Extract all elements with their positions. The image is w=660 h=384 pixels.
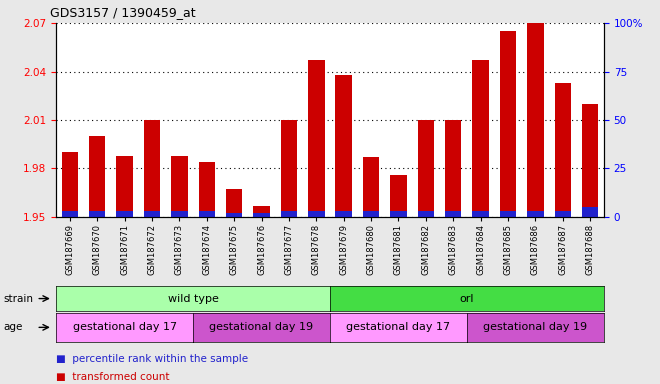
- Text: age: age: [3, 322, 22, 333]
- Bar: [199, 211, 215, 217]
- Text: gestational day 19: gestational day 19: [483, 322, 587, 333]
- Bar: [280, 120, 297, 217]
- Bar: [363, 211, 380, 217]
- Bar: [445, 120, 461, 217]
- Bar: [171, 211, 187, 217]
- Bar: [116, 156, 133, 217]
- Text: ■  transformed count: ■ transformed count: [56, 372, 170, 382]
- Bar: [500, 31, 516, 217]
- Text: orl: orl: [460, 293, 474, 304]
- Bar: [500, 211, 516, 217]
- Bar: [582, 104, 599, 217]
- Bar: [89, 136, 106, 217]
- Bar: [89, 211, 106, 217]
- Bar: [335, 75, 352, 217]
- Bar: [61, 152, 78, 217]
- Text: ■  percentile rank within the sample: ■ percentile rank within the sample: [56, 354, 248, 364]
- Text: wild type: wild type: [168, 293, 218, 304]
- Bar: [473, 211, 489, 217]
- Bar: [308, 60, 325, 217]
- Bar: [116, 211, 133, 217]
- Bar: [280, 211, 297, 217]
- Bar: [473, 60, 489, 217]
- Bar: [171, 156, 187, 217]
- Bar: [226, 213, 242, 217]
- Bar: [253, 206, 270, 217]
- Bar: [308, 211, 325, 217]
- Bar: [335, 211, 352, 217]
- Bar: [418, 120, 434, 217]
- Bar: [554, 83, 571, 217]
- Text: strain: strain: [3, 293, 33, 304]
- Bar: [527, 20, 544, 217]
- Text: gestational day 19: gestational day 19: [209, 322, 314, 333]
- Bar: [226, 189, 242, 217]
- Bar: [390, 175, 407, 217]
- Bar: [418, 211, 434, 217]
- Text: gestational day 17: gestational day 17: [73, 322, 177, 333]
- Bar: [144, 120, 160, 217]
- Bar: [144, 211, 160, 217]
- Text: gestational day 17: gestational day 17: [346, 322, 451, 333]
- Bar: [554, 211, 571, 217]
- Bar: [199, 162, 215, 217]
- Text: GDS3157 / 1390459_at: GDS3157 / 1390459_at: [50, 6, 195, 19]
- Bar: [390, 211, 407, 217]
- Bar: [363, 157, 380, 217]
- Bar: [445, 211, 461, 217]
- Bar: [61, 211, 78, 217]
- Bar: [253, 213, 270, 217]
- Bar: [527, 211, 544, 217]
- Bar: [582, 207, 599, 217]
